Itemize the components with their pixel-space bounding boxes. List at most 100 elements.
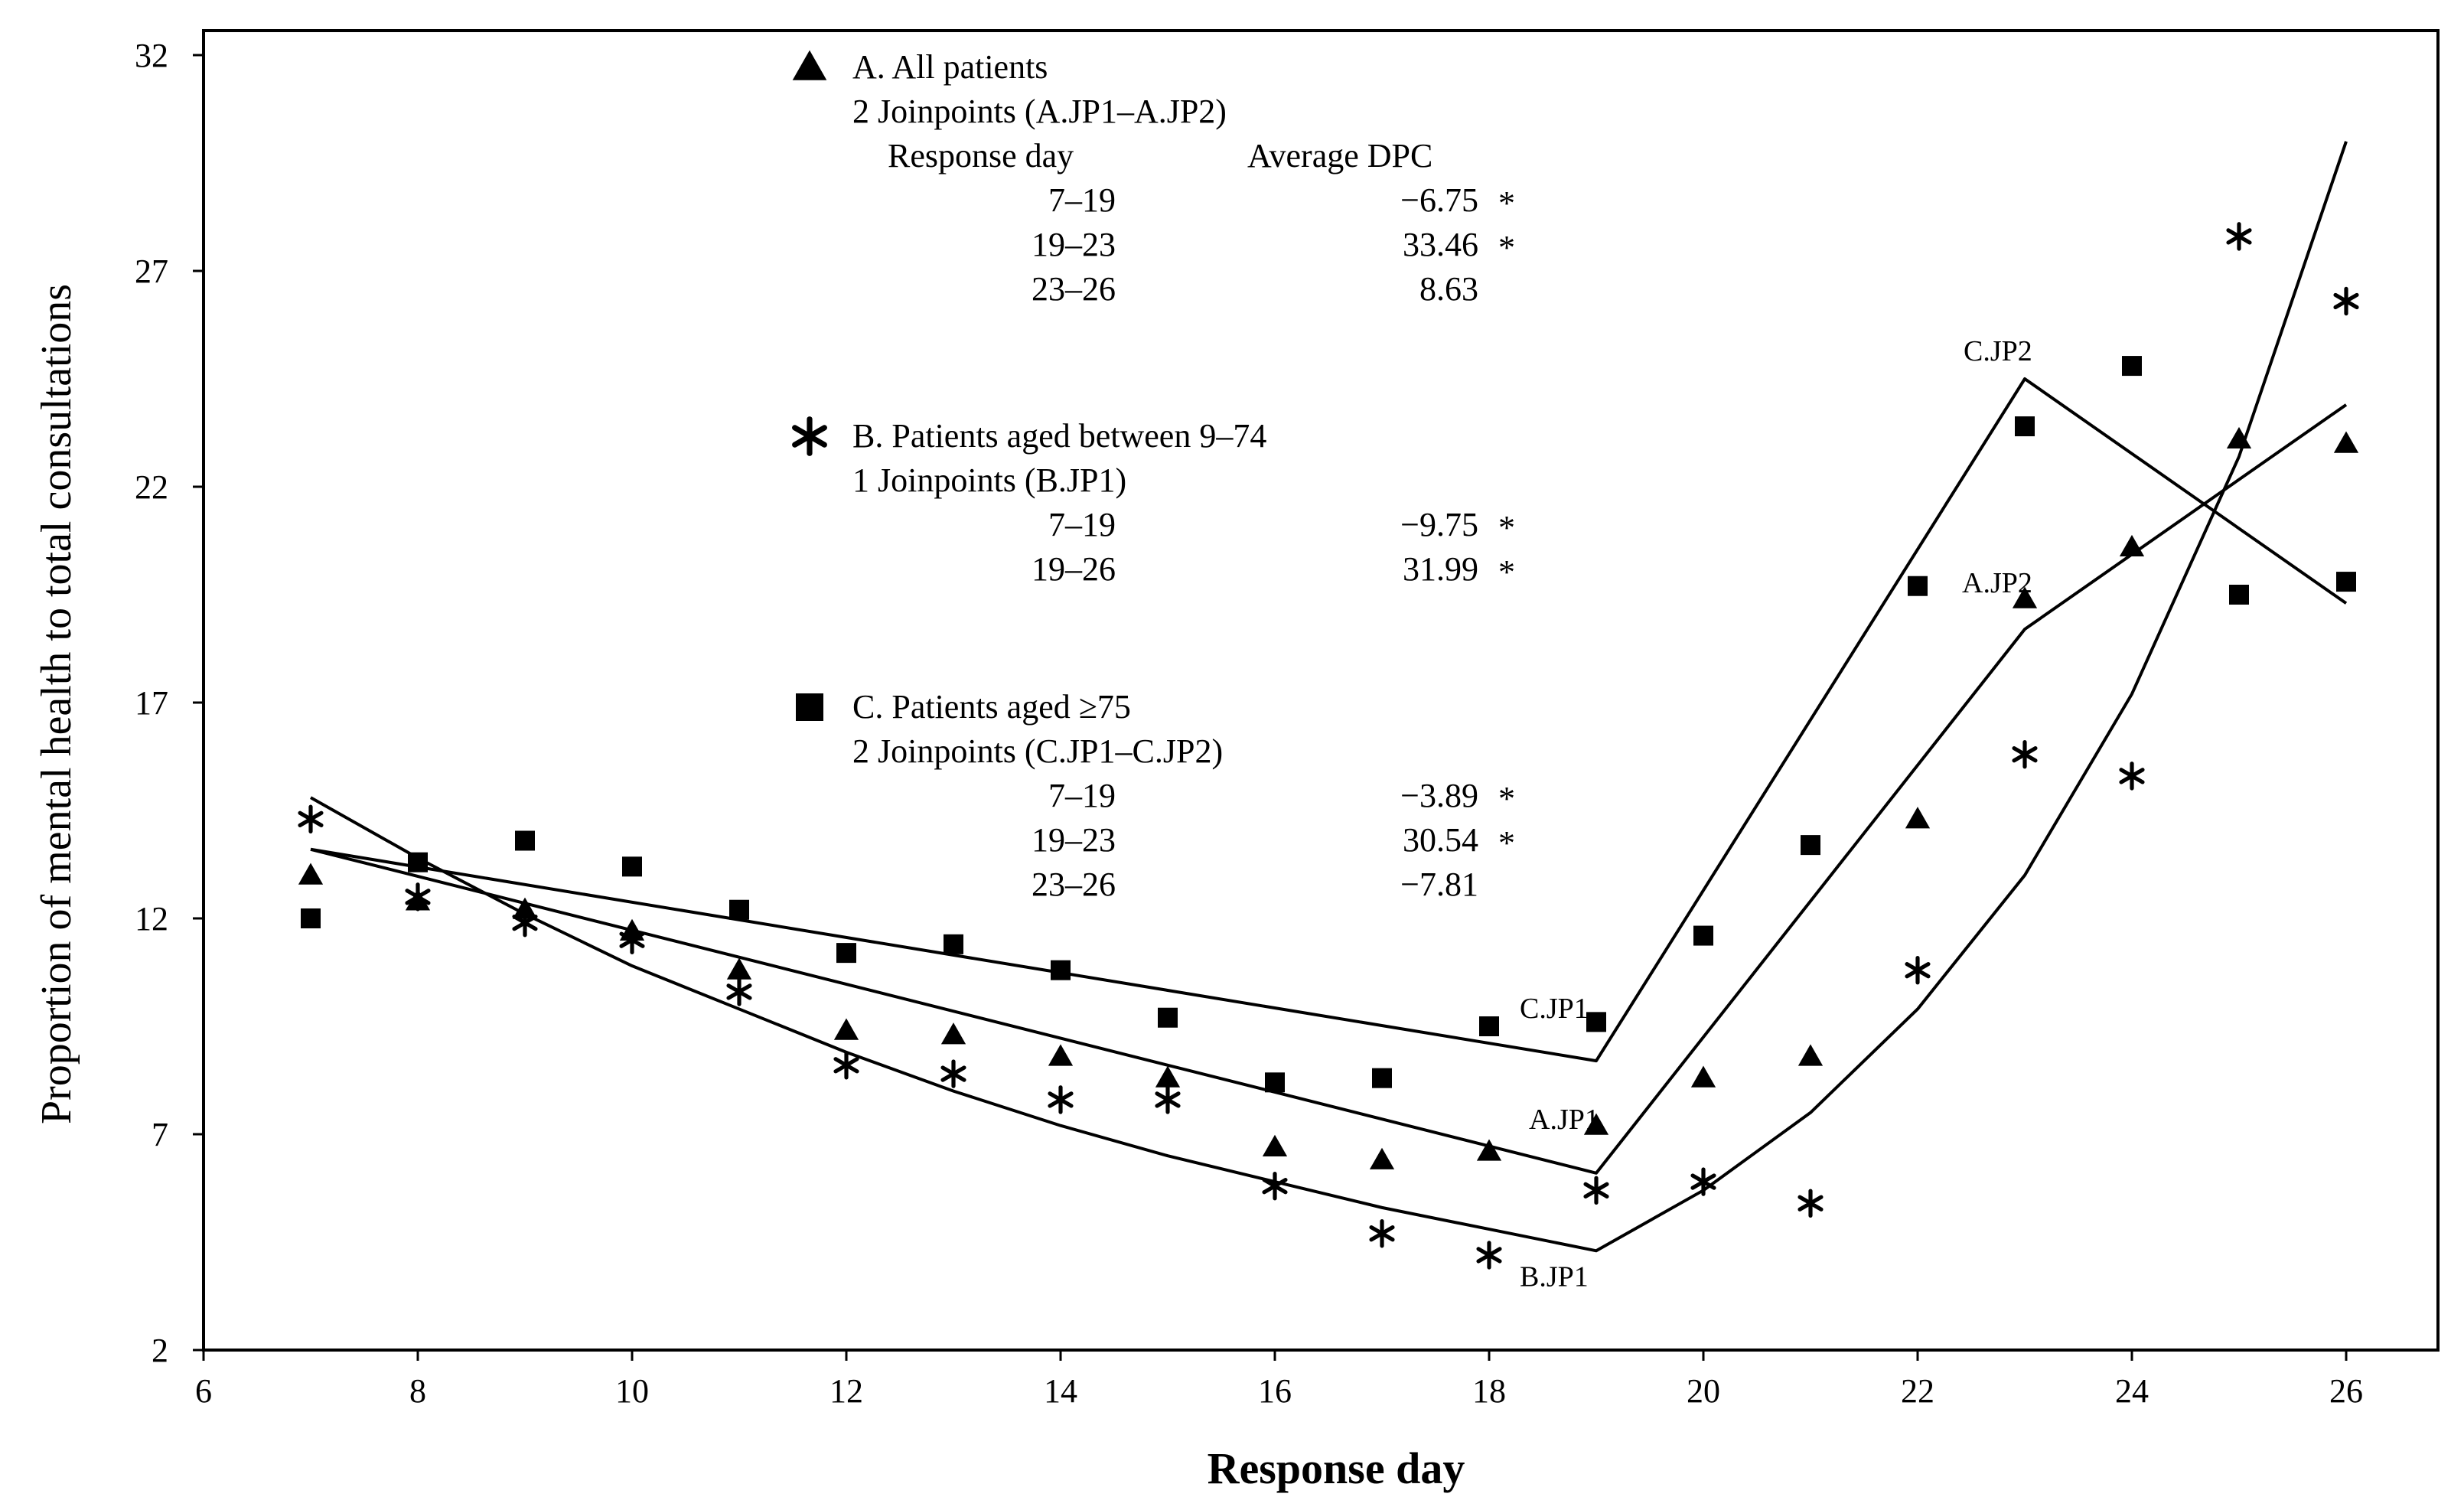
data-point-a <box>833 1018 859 1040</box>
asterisk-stroke <box>298 810 324 827</box>
data-point-a <box>1048 1044 1074 1066</box>
asterisk-stroke <box>792 425 827 448</box>
data-point-b <box>833 1051 859 1080</box>
data-point-b <box>2012 739 2038 769</box>
data-point-b <box>1476 1241 1502 1270</box>
data-point-c <box>729 899 749 920</box>
legend-header-dpc: Average DPC <box>1247 137 1432 174</box>
data-point-a <box>512 897 538 919</box>
data-point-c <box>1051 960 1071 980</box>
y-tick-label: 2 <box>152 1332 168 1369</box>
data-point-c <box>515 830 535 851</box>
data-point-a <box>1905 807 1931 829</box>
legend-row-sig: * <box>1498 229 1515 266</box>
data-point-b <box>726 977 752 1006</box>
legend-row-dpc: −6.75 <box>1400 181 1478 219</box>
asterisk-stroke <box>833 1057 859 1074</box>
legend-row-dpc: 8.63 <box>1419 270 1478 308</box>
legend-row-range: 7–19 <box>1048 777 1116 814</box>
x-tick-label: 10 <box>615 1372 649 1410</box>
legend-row-range: 19–26 <box>1032 550 1116 588</box>
data-point-b <box>1583 1176 1609 1205</box>
data-point-b <box>940 1059 966 1088</box>
data-point-b <box>1262 1171 1288 1201</box>
joinpoint-label: B.JP1 <box>1520 1261 1589 1293</box>
fit-line-c <box>310 377 2348 1063</box>
data-point-c <box>2015 416 2035 437</box>
legend-joinpoints: 2 Joinpoints (A.JP1–A.JP2) <box>852 93 1227 130</box>
data-point-b <box>512 908 538 938</box>
data-point-c <box>1908 576 1928 596</box>
x-tick-label: 24 <box>2115 1372 2149 1410</box>
asterisk-stroke <box>1262 1178 1288 1195</box>
legend-row-dpc: 30.54 <box>1403 821 1478 859</box>
asterisk-stroke <box>2333 292 2359 310</box>
x-axis-title: Response day <box>1208 1443 1465 1493</box>
data-point-b <box>298 804 324 834</box>
data-point-b <box>2119 762 2145 791</box>
data-point-b <box>1369 1218 1395 1248</box>
legend-row-dpc: 31.99 <box>1403 550 1478 588</box>
data-point-a <box>1155 1065 1181 1088</box>
y-tick-label: 32 <box>135 37 168 74</box>
data-point-b <box>1048 1085 1074 1114</box>
legend-row-sig: * <box>1498 780 1515 817</box>
asterisk-stroke <box>2119 768 2145 784</box>
legend-row-dpc: −9.75 <box>1400 506 1478 543</box>
x-tick-label: 14 <box>1044 1372 1077 1410</box>
data-point-a <box>1476 1139 1502 1161</box>
data-point-a <box>1262 1134 1288 1157</box>
data-point-a <box>1369 1147 1395 1169</box>
data-point-c <box>2122 356 2142 377</box>
asterisk-stroke <box>405 889 431 905</box>
data-point-b <box>2333 286 2359 316</box>
x-tick-label: 20 <box>1687 1372 1720 1410</box>
asterisk-stroke <box>2226 228 2252 245</box>
legend-row-range: 23–26 <box>1032 866 1116 903</box>
data-point-c <box>1801 835 1820 856</box>
x-tick-label: 26 <box>2329 1372 2363 1410</box>
joinpoint-label: A.JP2 <box>1962 567 2032 599</box>
data-point-b <box>405 882 431 912</box>
asterisk-stroke <box>619 931 645 948</box>
data-point-c <box>944 934 963 954</box>
legend-row-range: 7–19 <box>1048 181 1116 219</box>
legend-row-range: 23–26 <box>1032 270 1116 308</box>
asterisk-stroke <box>940 1065 966 1082</box>
data-point-c <box>1479 1016 1499 1036</box>
data-markers <box>298 222 2359 1270</box>
legend: A. All patients 2 Joinpoints (A.JP1–A.JP2… <box>792 48 1515 903</box>
data-point-c <box>408 852 428 872</box>
joinpoint-labels: C.JP1 A.JP1 B.JP1 C.JP2 A.JP2 <box>1520 335 2032 1293</box>
data-point-b <box>2226 222 2252 251</box>
legend-row-sig: * <box>1498 509 1515 546</box>
data-point-a <box>2333 431 2359 453</box>
x-tick-label: 18 <box>1472 1372 1506 1410</box>
legend-row-sig: * <box>1498 184 1515 222</box>
data-point-a <box>2119 534 2145 557</box>
data-point-c <box>836 943 856 964</box>
y-tick-label: 27 <box>135 253 168 290</box>
data-point-a <box>1583 1113 1609 1135</box>
fit-lines <box>310 141 2348 1253</box>
data-point-b <box>1155 1085 1181 1114</box>
data-point-c <box>2229 585 2249 605</box>
asterisk-stroke <box>1690 1173 1716 1190</box>
x-tick-label: 12 <box>829 1372 863 1410</box>
legend-header-day: Response day <box>888 137 1074 174</box>
asterisk-stroke <box>1476 1247 1502 1264</box>
legend-joinpoints: 2 Joinpoints (C.JP1–C.JP2) <box>852 732 1223 770</box>
data-point-b <box>1905 955 1931 985</box>
data-point-c <box>1586 1012 1606 1032</box>
y-axis-title: Proportion of mental health to total con… <box>33 284 80 1124</box>
asterisk-stroke <box>1048 1091 1074 1108</box>
legend-title: A. All patients <box>852 48 1048 86</box>
data-point-c <box>1693 925 1713 946</box>
joinpoint-label: C.JP1 <box>1520 993 1589 1025</box>
asterisk-stroke <box>1369 1225 1395 1242</box>
legend-title: C. Patients aged ≥75 <box>852 688 1131 726</box>
data-point-a <box>2012 586 2038 608</box>
legend-row-dpc: −7.81 <box>1400 866 1478 903</box>
